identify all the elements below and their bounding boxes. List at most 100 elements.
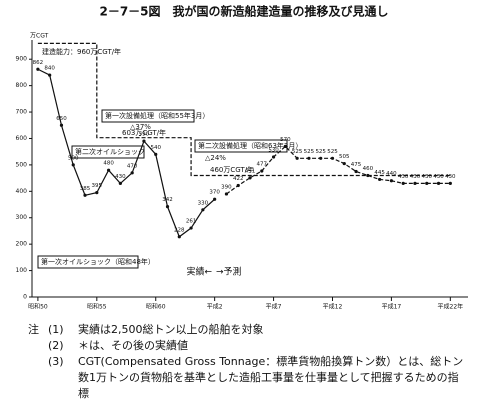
annotation: △24%: [205, 154, 226, 162]
point: [189, 226, 193, 230]
data-label: 477: [257, 161, 268, 167]
data-label: 480: [103, 161, 114, 167]
point: [213, 197, 217, 201]
data-label: 228: [174, 227, 185, 233]
data-label: 500: [68, 155, 79, 161]
point: [130, 171, 134, 175]
annotation-box: [194, 139, 288, 153]
note: (3) CGT(Compensated Gross Tonnage：標準貨物船換算…: [28, 354, 468, 402]
data-label: 395: [92, 183, 103, 189]
annotation: 第一次オイルショック（昭和48年）: [41, 257, 155, 266]
point: [401, 181, 405, 185]
chart-title: 2－7－5図 我が国の新造船建造量の推移及び見通し: [99, 4, 388, 19]
notes: 注 (1) 実績は2,500総トン以上の船舶を対象 (2) ＊は、その後の実績値 (3…: [28, 322, 468, 402]
point: [106, 168, 111, 172]
x-tick-label: 昭和50: [28, 303, 48, 311]
data-label: 330: [198, 200, 209, 206]
point: [154, 152, 158, 156]
point: [378, 177, 382, 182]
point: [248, 176, 252, 180]
data-label: 505: [339, 154, 350, 160]
point: [283, 144, 287, 148]
y-tick-label: 0: [23, 294, 27, 301]
note-number: (1): [48, 323, 64, 336]
data-label: 451: [245, 168, 256, 174]
line: [37, 42, 451, 177]
data-label: 540: [150, 145, 161, 151]
data-label: 650: [56, 116, 67, 122]
note-number: (3): [48, 355, 64, 368]
line: [226, 145, 451, 195]
data-label: 530: [268, 147, 279, 153]
y-tick-label: 700: [16, 109, 28, 116]
data-label: 430: [398, 174, 409, 180]
data-label: 370: [209, 190, 220, 196]
point: [319, 156, 323, 160]
note: 注 (1) 実績は2,500総トン以上の船舶を対象: [28, 322, 468, 338]
annotation: 第二次オイルショック: [75, 147, 145, 156]
y-axis-title: 万CGT: [30, 33, 49, 40]
data-label: 570: [280, 137, 291, 143]
x-tick-label: 昭和60: [146, 303, 166, 311]
point: [330, 156, 335, 160]
annotation-box: [101, 109, 195, 123]
data-label: 460: [363, 166, 374, 172]
data-label: 430: [433, 174, 444, 180]
x-tick-label: 昭和55: [87, 303, 107, 311]
y-tick-label: 600: [16, 135, 28, 142]
y-tick-label: 100: [16, 267, 28, 274]
y-tick-label: 800: [16, 82, 28, 89]
x-tick-label: 平成2: [207, 303, 223, 311]
annotation: 第二次設備処理（昭和63年3月）: [198, 141, 302, 150]
annotation: →予測: [216, 266, 242, 278]
annotation: 建造能力：960万CGT/年: [42, 47, 121, 56]
data-label: 525: [315, 149, 326, 155]
data-label: 385: [80, 186, 91, 192]
x-tick-label: 平成12: [323, 303, 343, 311]
point: [389, 179, 394, 183]
data-label: 470: [127, 163, 138, 169]
note-text: CGT(Compensated Gross Tonnage：標準貨物船換算トン数…: [78, 355, 464, 400]
data-label: 390: [221, 184, 232, 190]
data-label: 525: [304, 149, 315, 155]
data-label: 475: [351, 162, 362, 168]
annotation: 603万CGT/年: [122, 128, 166, 137]
x-tick-label: 平成22年: [438, 303, 464, 311]
note: (2) ＊は、その後の実績値: [28, 338, 468, 354]
point: [165, 205, 170, 209]
point: [71, 163, 75, 167]
data-label: 342: [162, 197, 173, 203]
data-label: 261: [186, 219, 197, 225]
point: [142, 139, 146, 143]
y-tick-label: 500: [16, 161, 28, 168]
data-label: 422: [233, 176, 244, 182]
data-label: 525: [292, 149, 303, 155]
point: [436, 181, 441, 185]
point: [448, 181, 452, 185]
annotation-box: [71, 145, 145, 159]
y-tick-label: 200: [16, 241, 28, 248]
notes-label: 注: [28, 323, 39, 336]
note-number: (2): [48, 339, 64, 352]
chart: 2－7－5図 我が国の新造船建造量の推移及び見通し 万CGT 建造能力：960万…: [16, 4, 468, 311]
data-label: 440: [386, 171, 397, 177]
point: [177, 235, 181, 239]
annotation-box: [37, 255, 139, 269]
point: [118, 181, 122, 185]
point: [425, 181, 429, 185]
point: [271, 155, 276, 159]
point: [36, 67, 40, 71]
data-label: 840: [44, 66, 55, 72]
point: [354, 169, 358, 174]
point: [95, 191, 99, 195]
data-label: 430: [115, 174, 126, 180]
line: [37, 68, 216, 238]
point: [83, 193, 87, 197]
point: [48, 73, 52, 77]
point: [224, 192, 229, 196]
point: [413, 181, 417, 185]
point: [342, 161, 346, 166]
data-label: 430: [410, 174, 421, 180]
point: [236, 183, 240, 188]
